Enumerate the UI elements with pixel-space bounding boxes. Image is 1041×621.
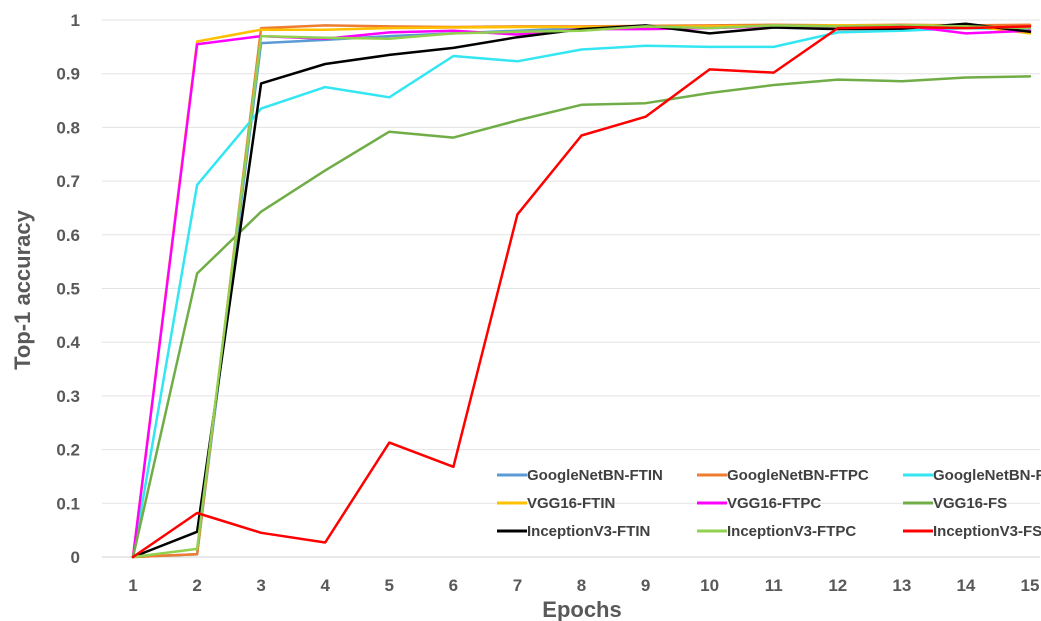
y-tick-label: 1 bbox=[71, 11, 80, 30]
y-tick-label: 0.2 bbox=[56, 441, 80, 460]
x-tick-label: 7 bbox=[513, 576, 522, 595]
gridlines bbox=[102, 19, 1040, 558]
legend-label: InceptionV3-FS bbox=[933, 523, 1041, 540]
y-tick-label: 0.5 bbox=[56, 280, 80, 299]
series-line-vgg16-fs bbox=[131, 75, 1032, 559]
legend: GoogleNetBN-FTIN GoogleNetBN-FTPC GoogleNe… bbox=[497, 467, 1041, 540]
x-tick-label: 13 bbox=[892, 576, 911, 595]
legend-label: VGG16-FS bbox=[933, 495, 1007, 512]
series-line-googlenetbn-fs bbox=[131, 26, 1032, 559]
x-tick-label: 2 bbox=[192, 576, 201, 595]
y-axis-title: Top-1 accuracy bbox=[10, 209, 35, 370]
legend-label: VGG16-FTPC bbox=[727, 495, 821, 512]
y-tick-label: 0.8 bbox=[56, 118, 80, 137]
y-tick-label: 0.6 bbox=[56, 226, 80, 245]
x-tick-label: 12 bbox=[828, 576, 847, 595]
y-tick-label: 0 bbox=[71, 548, 80, 567]
x-tick-label: 3 bbox=[256, 576, 265, 595]
legend-label: GoogleNetBN-FTPC bbox=[727, 467, 869, 484]
y-tick-label: 0.4 bbox=[56, 333, 80, 352]
legend-label: InceptionV3-FTPC bbox=[727, 523, 856, 540]
x-tick-label: 8 bbox=[577, 576, 586, 595]
x-tick-label: 10 bbox=[700, 576, 719, 595]
x-axis-title: Epochs bbox=[542, 597, 621, 621]
x-tick-label: 9 bbox=[641, 576, 650, 595]
y-tick-label: 0.9 bbox=[56, 65, 80, 84]
x-tick-label: 11 bbox=[765, 576, 783, 595]
x-tick-label: 4 bbox=[320, 576, 330, 595]
legend-label: GoogleNetBN-FS bbox=[933, 467, 1041, 484]
series-line-inceptionv3-fs bbox=[131, 25, 1032, 559]
x-tick-label: 14 bbox=[956, 576, 975, 595]
series-line-inceptionv3-ftpc bbox=[131, 24, 1032, 559]
legend-label: InceptionV3-FTIN bbox=[527, 523, 650, 540]
y-tick-label: 0.1 bbox=[56, 494, 80, 513]
axes: 00.10.20.30.40.50.60.70.80.911 2 3 4 5 6 7 8 9 10… bbox=[56, 11, 1039, 595]
legend-label: VGG16-FTIN bbox=[527, 495, 615, 512]
series-line-inceptionv3-ftin bbox=[131, 22, 1032, 559]
x-tick-label: 6 bbox=[449, 576, 458, 595]
legend-label: GoogleNetBN-FTIN bbox=[527, 467, 663, 484]
x-tick-label: 1 bbox=[128, 576, 137, 595]
x-tick-label: 15 bbox=[1021, 576, 1040, 595]
y-tick-label: 0.3 bbox=[56, 387, 80, 406]
series-lines bbox=[131, 22, 1032, 559]
x-tick-label: 5 bbox=[385, 576, 394, 595]
y-tick-label: 0.7 bbox=[56, 172, 80, 191]
